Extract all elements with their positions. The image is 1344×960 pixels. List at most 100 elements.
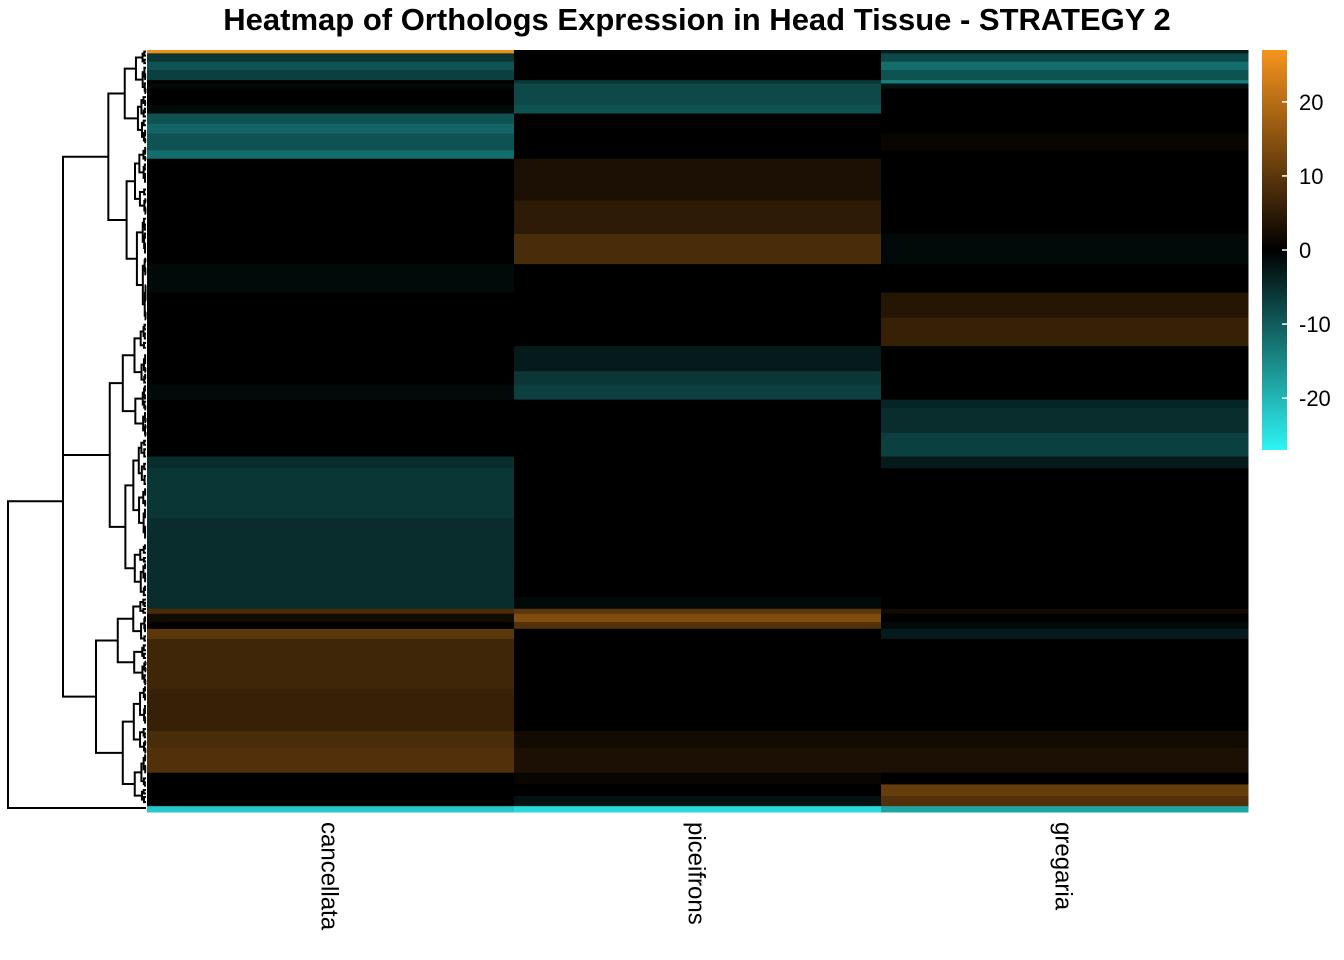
dendrogram-branch: [125, 180, 137, 260]
heatmap-cell: [881, 105, 1249, 115]
dendrogram-branch: [144, 367, 147, 373]
heatmap-cell: [881, 317, 1249, 347]
dendrogram-branch: [142, 687, 146, 699]
dendrogram-branch: [144, 146, 147, 155]
heatmap-cell: [881, 628, 1249, 640]
heatmap-cell: [147, 133, 515, 151]
dendrogram-branch: [144, 747, 147, 754]
dendrogram-branch: [144, 667, 147, 673]
dendrogram-branch: [144, 525, 147, 539]
dendrogram-branch: [142, 490, 146, 505]
dendrogram-branch: [143, 674, 146, 684]
dendrogram-branch: [107, 92, 127, 221]
heatmap-cell: [881, 371, 1249, 386]
dendrogram-branch: [143, 50, 146, 57]
heatmap-cell: [147, 264, 515, 294]
dendrogram-branch: [144, 624, 147, 633]
heatmap-cell: [514, 638, 882, 690]
dendrogram-branch: [144, 660, 147, 666]
heatmap-cell: [147, 456, 515, 469]
legend-tick-label: 10: [1299, 164, 1323, 189]
heatmap-cell: [514, 61, 882, 71]
heatmap-cell: [881, 518, 1249, 561]
dendrogram-branch: [132, 459, 140, 512]
heatmap-cell: [881, 80, 1249, 84]
dendrogram-branch: [62, 305, 96, 698]
column-label: cancellata: [316, 822, 343, 931]
dendrogram-branch: [143, 387, 146, 398]
dendrogram-branch: [142, 512, 146, 534]
heatmap-cell: [881, 456, 1249, 469]
dendrogram-branch: [140, 441, 145, 454]
heatmap-cell: [514, 597, 882, 610]
heatmap-cell: [514, 730, 882, 749]
heatmap-cell: [147, 317, 515, 347]
heatmap-cell: [881, 158, 1249, 202]
dendrogram-branch: [133, 650, 143, 674]
heatmap-cell: [514, 53, 882, 63]
heatmap-cell: [514, 628, 882, 640]
dendrogram-branch: [142, 415, 146, 432]
dendrogram-branch: [143, 188, 146, 196]
dendrogram-branch: [134, 56, 143, 81]
heatmap-cell: [514, 133, 882, 151]
dendrogram-branch: [143, 58, 146, 65]
heatmap-cell: [514, 689, 882, 732]
dendrogram-branch: [142, 598, 146, 606]
heatmap-cell: [147, 399, 515, 409]
dendrogram-branch: [144, 563, 147, 570]
heatmap-cell: [881, 399, 1249, 409]
heatmap-cell: [514, 399, 882, 409]
dendrogram-branch: [142, 607, 146, 614]
heatmap-cell: [147, 433, 515, 458]
heatmap-cell: [514, 158, 882, 202]
heatmap-cell: [147, 70, 515, 81]
heatmap-cell: [514, 50, 882, 54]
heatmap-cells: [147, 50, 1249, 813]
dendrogram-branch: [143, 199, 146, 212]
heatmap-cell: [514, 560, 882, 598]
heatmap-cell: [147, 518, 515, 561]
heatmap-cell: [514, 123, 882, 135]
heatmap-cell: [147, 689, 515, 732]
heatmap-cell: [514, 113, 882, 125]
dendrogram-branch: [144, 172, 147, 183]
dendrogram-branch: [140, 465, 145, 481]
heatmap-cell: [881, 264, 1249, 294]
heatmap-cell: [881, 70, 1249, 81]
dendrogram-branch: [143, 732, 146, 739]
heatmap-cell: [514, 747, 882, 774]
heatmap-cell: [147, 384, 515, 401]
dendrogram-branch: [143, 544, 146, 550]
heatmap-cell: [514, 80, 882, 84]
column-label: gregaria: [1050, 822, 1077, 911]
dendrogram-branch: [140, 790, 145, 801]
dendrogram-branch: [143, 508, 146, 519]
dendrogram-branch: [143, 662, 146, 671]
heatmap-cell: [881, 560, 1249, 598]
heatmap-cell: [147, 796, 515, 807]
dendrogram-branch: [143, 375, 146, 384]
heatmap-cell: [514, 622, 882, 630]
heatmap-cell: [881, 384, 1249, 401]
chart-title: Heatmap of Orthologs Expression in Head …: [223, 2, 1171, 37]
heatmap-cell: [881, 407, 1249, 434]
legend-tick-label: -10: [1299, 312, 1331, 337]
heatmap-cell: [514, 105, 882, 115]
dendrogram-branch: [138, 153, 144, 174]
heatmap-cell: [147, 150, 515, 160]
heatmap-cell: [514, 518, 882, 561]
heatmap-cell: [514, 433, 882, 458]
heatmap-cell: [514, 468, 882, 519]
heatmap-cell: [514, 407, 882, 434]
heatmap-cell: [881, 88, 1249, 106]
heatmap-cell: [147, 200, 515, 235]
dendrogram-branch: [144, 716, 147, 724]
dendrogram-branch: [143, 291, 146, 317]
dendrogram-branch: [144, 765, 147, 774]
dendrogram-branch: [141, 71, 145, 89]
heatmap-cell: [147, 747, 515, 774]
dendrogram-branch: [142, 109, 146, 118]
heatmap-cell: [881, 50, 1249, 54]
dendrogram-branch: [144, 198, 147, 204]
